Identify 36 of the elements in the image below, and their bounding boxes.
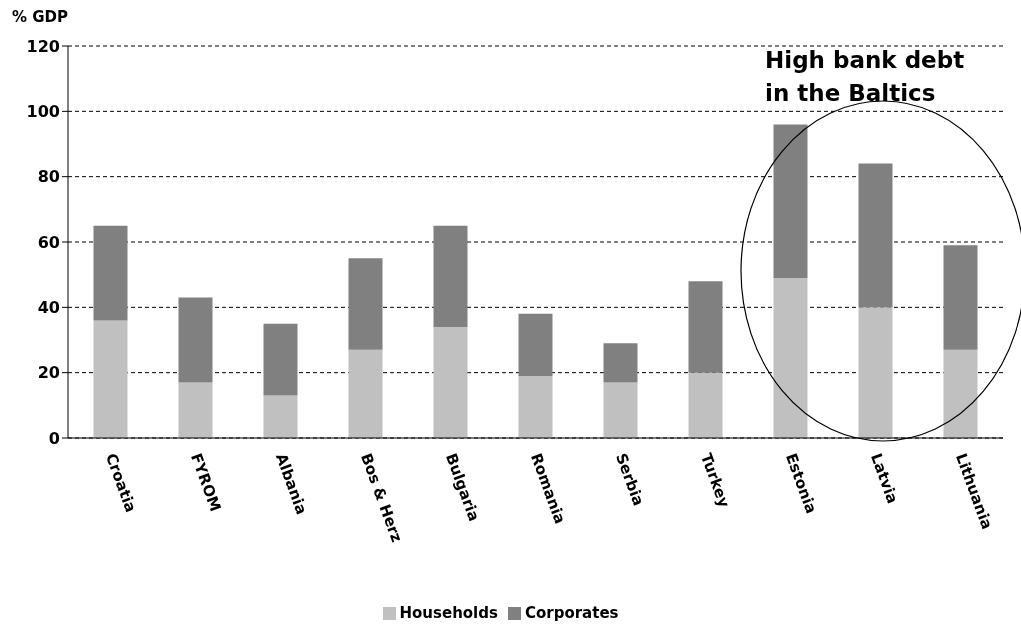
x-tick-label: Bos & Herz bbox=[357, 450, 406, 545]
y-tick-label: 120 bbox=[26, 36, 60, 56]
x-tick-label: Latvia bbox=[867, 450, 902, 506]
bar bbox=[518, 375, 553, 438]
bar bbox=[178, 382, 213, 438]
y-axis-title: % GDP bbox=[12, 8, 69, 26]
bar bbox=[688, 372, 723, 438]
y-tick-label: 20 bbox=[37, 363, 60, 383]
bar bbox=[858, 163, 893, 308]
bar bbox=[688, 281, 723, 373]
bar bbox=[603, 343, 638, 383]
bar bbox=[858, 307, 893, 438]
y-tick-label: 80 bbox=[37, 167, 60, 187]
bar bbox=[433, 225, 468, 327]
y-tick-label: 0 bbox=[48, 428, 60, 448]
bar bbox=[348, 349, 383, 438]
bar bbox=[93, 320, 128, 438]
legend-label: Corporates bbox=[524, 604, 619, 622]
legend-label: Households bbox=[399, 604, 498, 622]
bar bbox=[93, 225, 128, 321]
y-tick-label: 40 bbox=[37, 298, 60, 318]
y-tick-label: 60 bbox=[37, 232, 60, 252]
annotation: High bank debt in the Baltics bbox=[765, 46, 966, 108]
bar bbox=[943, 349, 978, 438]
x-tick-label: Serbia bbox=[612, 450, 648, 509]
bar bbox=[263, 323, 298, 396]
bar bbox=[603, 382, 638, 438]
bar bbox=[943, 245, 978, 350]
bar bbox=[518, 313, 553, 376]
bar bbox=[773, 124, 808, 278]
bar bbox=[433, 326, 468, 438]
bar bbox=[773, 277, 808, 438]
bar bbox=[178, 297, 213, 383]
y-tick-label: 100 bbox=[26, 102, 60, 122]
bar bbox=[263, 395, 298, 438]
bar bbox=[348, 258, 383, 350]
